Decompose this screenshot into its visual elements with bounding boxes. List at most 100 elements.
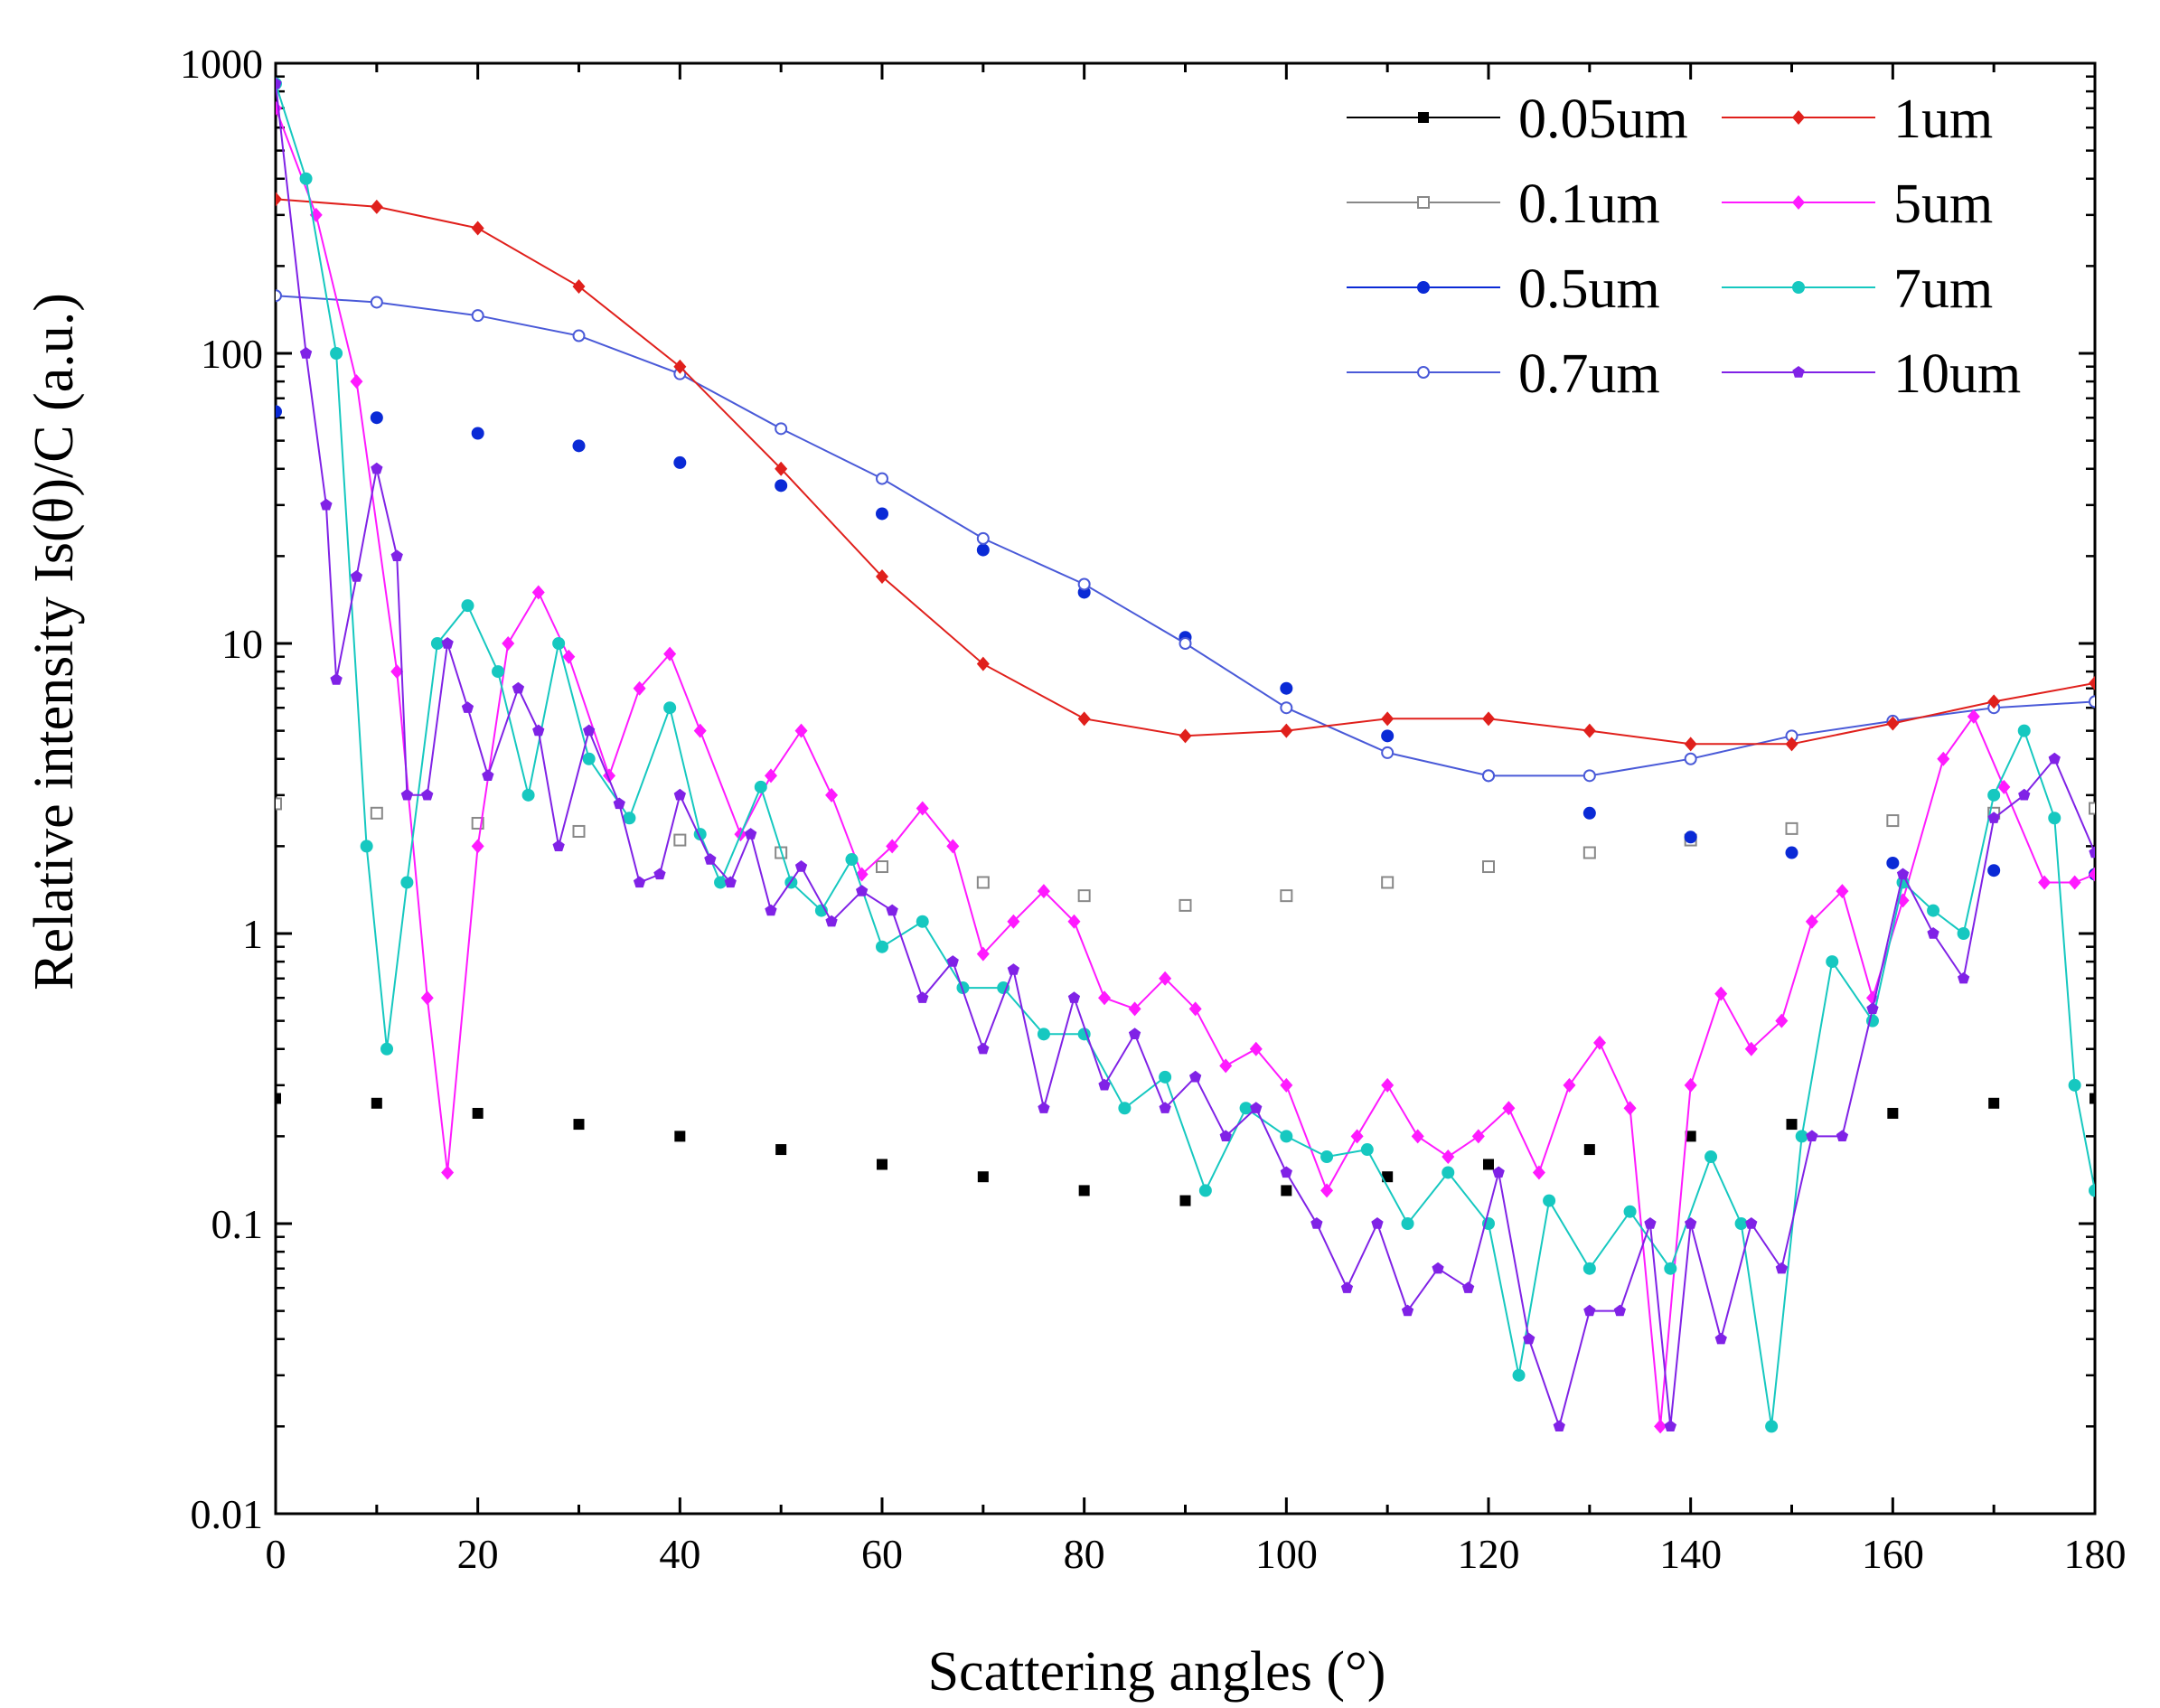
legend-label: 0.5um bbox=[1518, 258, 1660, 320]
data-point bbox=[1037, 1028, 1050, 1041]
x-tick-label: 140 bbox=[1659, 1531, 1722, 1577]
data-point bbox=[946, 839, 960, 854]
x-tick-label: 160 bbox=[1862, 1531, 1924, 1577]
data-point bbox=[977, 1171, 989, 1183]
data-point bbox=[1582, 806, 1596, 820]
data-point bbox=[1654, 1419, 1667, 1434]
data-point bbox=[856, 885, 869, 896]
data-point bbox=[370, 806, 383, 820]
data-point bbox=[1482, 769, 1495, 783]
data-point bbox=[2017, 724, 2031, 737]
data-point bbox=[775, 461, 788, 476]
data-point bbox=[1792, 366, 1805, 378]
data-point bbox=[572, 329, 586, 343]
data-point bbox=[1805, 914, 1818, 929]
data-point bbox=[2018, 788, 2031, 801]
data-point bbox=[673, 788, 686, 801]
data-point bbox=[371, 462, 383, 474]
series-line bbox=[276, 108, 2095, 1427]
data-point bbox=[1280, 681, 1293, 695]
data-point bbox=[876, 569, 888, 585]
data-point bbox=[1159, 1102, 1171, 1113]
data-point bbox=[572, 279, 586, 295]
data-point bbox=[390, 664, 404, 680]
data-point bbox=[1418, 112, 1429, 123]
data-point bbox=[1785, 737, 1798, 752]
data-point bbox=[1765, 1420, 1779, 1433]
data-point bbox=[380, 1042, 394, 1056]
data-point bbox=[1792, 281, 1805, 294]
data-point bbox=[1280, 701, 1293, 715]
data-point bbox=[1067, 914, 1081, 929]
data-point bbox=[714, 876, 728, 889]
data-point bbox=[1836, 884, 1849, 899]
series-line bbox=[276, 295, 2095, 777]
data-point bbox=[1705, 1150, 1718, 1164]
data-point bbox=[1623, 1205, 1637, 1218]
data-point bbox=[1417, 196, 1430, 209]
legend-label: 10um bbox=[1893, 343, 2021, 405]
data-point bbox=[1417, 366, 1430, 379]
data-point bbox=[1714, 1332, 1727, 1345]
data-point bbox=[2089, 695, 2095, 709]
data-point bbox=[1280, 1077, 1293, 1093]
data-point bbox=[1887, 1107, 1899, 1119]
x-tick-label: 80 bbox=[1064, 1531, 1105, 1577]
data-point bbox=[472, 1107, 484, 1119]
data-point bbox=[1886, 716, 1900, 731]
data-point bbox=[1684, 1077, 1697, 1093]
data-point bbox=[2048, 812, 2061, 825]
data-point bbox=[1219, 1058, 1233, 1074]
data-point bbox=[370, 296, 383, 309]
data-point bbox=[1927, 904, 1940, 917]
data-point bbox=[2089, 1184, 2095, 1197]
data-point bbox=[471, 221, 484, 236]
data-point bbox=[276, 100, 282, 116]
data-point bbox=[1179, 1195, 1191, 1206]
data-point bbox=[1806, 1130, 1818, 1141]
x-tick-label: 0 bbox=[266, 1531, 286, 1577]
data-point bbox=[1582, 723, 1596, 738]
data-point bbox=[320, 498, 333, 511]
data-point bbox=[724, 876, 737, 888]
data-point bbox=[461, 701, 474, 713]
data-point bbox=[2038, 875, 2052, 890]
axes: 0 20 40 60 80 100 120 140 160 180 0.01 0.1 1 10 100 100… bbox=[180, 41, 2127, 1577]
legend-label: 0.7um bbox=[1518, 343, 1660, 405]
data-point bbox=[754, 780, 767, 793]
data-point bbox=[350, 570, 363, 582]
data-point bbox=[1280, 889, 1293, 903]
data-point bbox=[1007, 963, 1019, 975]
data-point bbox=[1189, 1070, 1202, 1083]
data-point bbox=[1179, 637, 1192, 650]
y-tick-label: 100 bbox=[201, 331, 263, 377]
data-point bbox=[886, 904, 898, 916]
data-point bbox=[1482, 860, 1495, 874]
data-point bbox=[2089, 846, 2095, 859]
data-point bbox=[1967, 709, 1980, 724]
data-point bbox=[1684, 752, 1697, 765]
data-point bbox=[1613, 1304, 1626, 1317]
series-line bbox=[276, 83, 2095, 1430]
legend-label: 7um bbox=[1893, 258, 1993, 320]
data-point bbox=[1623, 1101, 1637, 1116]
data-point bbox=[1582, 1262, 1596, 1275]
data-point bbox=[1502, 1101, 1516, 1116]
data-point bbox=[976, 543, 990, 557]
legend-item: 10um bbox=[1722, 343, 2021, 405]
legend-item: 0.5um bbox=[1347, 258, 1660, 320]
data-point bbox=[1987, 694, 2001, 709]
data-point bbox=[976, 531, 990, 545]
data-point bbox=[886, 839, 899, 854]
data-point bbox=[1098, 1078, 1111, 1091]
data-point bbox=[441, 637, 454, 649]
data-point bbox=[1927, 927, 1939, 939]
data-point bbox=[471, 427, 484, 440]
data-point bbox=[299, 347, 313, 359]
data-point bbox=[1310, 1217, 1323, 1229]
data-point bbox=[1320, 1150, 1334, 1164]
data-point bbox=[633, 876, 646, 888]
data-point bbox=[330, 673, 343, 685]
data-point bbox=[1896, 868, 1910, 880]
